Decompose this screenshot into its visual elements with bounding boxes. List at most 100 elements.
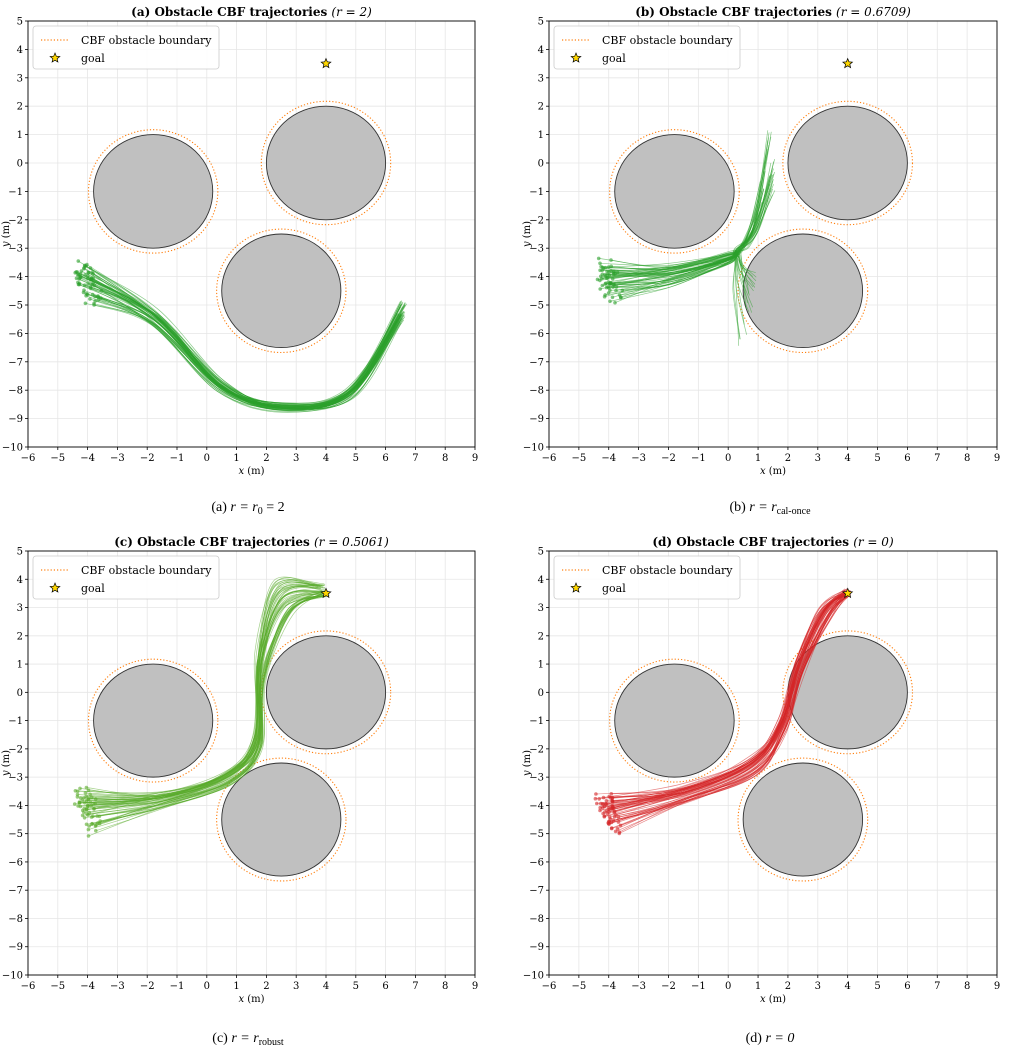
trajectory-start-point	[613, 300, 617, 305]
trajectory-line	[100, 297, 401, 413]
trajectory-start-point	[619, 296, 623, 300]
trajectory-start-point	[612, 814, 617, 819]
trajectory-line	[100, 594, 325, 822]
x-tick-label: 2	[785, 453, 791, 464]
x-tick-label: 8	[964, 453, 970, 464]
y-tick-label: −9	[8, 942, 23, 953]
x-tick-label: −6	[542, 453, 557, 464]
trajectory-line	[612, 254, 750, 298]
x-tick-label: 7	[934, 981, 940, 992]
trajectories	[73, 259, 407, 413]
x-tick-label: −4	[80, 453, 95, 464]
caption-suffix: = 2	[262, 500, 285, 515]
trajectory-start-point	[596, 256, 601, 261]
x-tick-label: 1	[233, 981, 239, 992]
x-tick-label: 0	[725, 453, 731, 464]
y-tick-label: 4	[538, 575, 544, 586]
trajectory-start-point	[617, 830, 622, 834]
trajectory-start-point	[78, 271, 83, 276]
legend-box	[553, 25, 741, 70]
y-tick-label: −9	[529, 414, 544, 425]
y-tick-label: 2	[538, 102, 544, 113]
cbf-boundary	[216, 757, 347, 882]
y-tick-label: −5	[8, 829, 23, 840]
trajectory-line	[601, 171, 766, 279]
cbf-boundary	[782, 630, 914, 755]
legend: CBF obstacle boundary goal	[32, 25, 220, 70]
x-tick-label: −4	[80, 981, 95, 992]
axes-frame	[548, 550, 998, 976]
obstacle	[742, 233, 864, 349]
x-tick-label: −1	[170, 453, 185, 464]
y-tick-label: 3	[538, 73, 544, 84]
obstacle	[787, 105, 908, 221]
y-tick-label: −8	[8, 914, 23, 925]
x-tick-label: 6	[904, 981, 910, 992]
caption-b: (b) r = rcal-once	[620, 500, 920, 517]
caption-c: (c) r = rrobust	[98, 1031, 398, 1048]
trajectory-start-point	[84, 785, 89, 790]
trajectory-start-point	[593, 796, 598, 801]
x-tick-label: −2	[661, 981, 676, 992]
trajectory-start-point	[86, 834, 91, 838]
trajectory-start-point	[598, 287, 602, 291]
legend-entry: CBF obstacle boundary	[602, 34, 733, 47]
y-tick-label: 2	[538, 631, 544, 642]
trajectory-start-point	[616, 815, 621, 819]
trajectory-line	[607, 175, 771, 279]
x-tick-label: −3	[110, 453, 125, 464]
x-tick-label: 1	[233, 453, 239, 464]
x-tick-label: −5	[571, 453, 586, 464]
y-tick-label: 2	[17, 631, 23, 642]
chart-panel-a: (a) Obstacle CBF trajectories (r = 2)−6−…	[1, 5, 478, 477]
x-tick-label: −5	[50, 453, 65, 464]
trajectory-line	[91, 594, 330, 825]
y-tick-label: 0	[538, 159, 544, 170]
trajectory-start-point	[88, 297, 92, 301]
trajectory-line	[620, 252, 753, 313]
x-tick-label: −2	[140, 453, 155, 464]
y-tick-label: −3	[529, 244, 544, 255]
y-tick-label: 3	[538, 603, 544, 614]
x-tick-label: 5	[353, 981, 359, 992]
trajectory-line	[93, 584, 322, 804]
caption-text: r = r	[230, 500, 258, 515]
y-tick-label: −5	[529, 829, 544, 840]
trajectory-line	[90, 288, 405, 409]
y-tick-label: −1	[8, 716, 23, 727]
trajectories	[72, 576, 330, 838]
trajectory-line	[98, 296, 402, 411]
cbf-boundary	[216, 228, 347, 354]
x-tick-label: 5	[874, 981, 880, 992]
cbf-boundary	[782, 100, 914, 226]
legend-entry: goal	[602, 52, 626, 65]
y-axis-label: y (m)	[522, 750, 533, 777]
trajectory-start-point	[77, 800, 82, 804]
trajectory-line	[93, 592, 325, 810]
y-tick-label: −5	[529, 301, 544, 312]
y-tick-label: −9	[8, 414, 23, 425]
trajectory-start-point	[612, 809, 617, 814]
y-tick-label: 1	[538, 660, 544, 671]
chart-title: (c) Obstacle CBF trajectories (r = 0.506…	[114, 535, 389, 549]
y-tick-label: −6	[529, 329, 544, 340]
x-tick-label: 2	[263, 981, 269, 992]
x-tick-label: 4	[323, 981, 329, 992]
y-tick-label: −3	[8, 244, 23, 255]
trajectory-start-point	[599, 264, 603, 269]
x-tick-label: 3	[293, 453, 299, 464]
y-tick-label: −10	[2, 443, 23, 454]
x-tick-label: 8	[442, 981, 448, 992]
y-tick-label: −4	[529, 801, 544, 812]
cbf-boundary	[87, 129, 219, 254]
trajectory-start-point	[76, 259, 81, 263]
x-tick-label: 7	[934, 453, 940, 464]
chart-title: (a) Obstacle CBF trajectories (r = 2)	[131, 5, 372, 19]
obstacle	[742, 762, 864, 877]
legend-box	[32, 555, 220, 600]
legend: CBF obstacle boundary goal	[553, 555, 741, 600]
trajectory-start-point	[615, 270, 620, 275]
trajectories	[595, 130, 776, 346]
caption-sub: robust	[258, 1037, 284, 1048]
trajectory-start-point	[609, 826, 614, 831]
